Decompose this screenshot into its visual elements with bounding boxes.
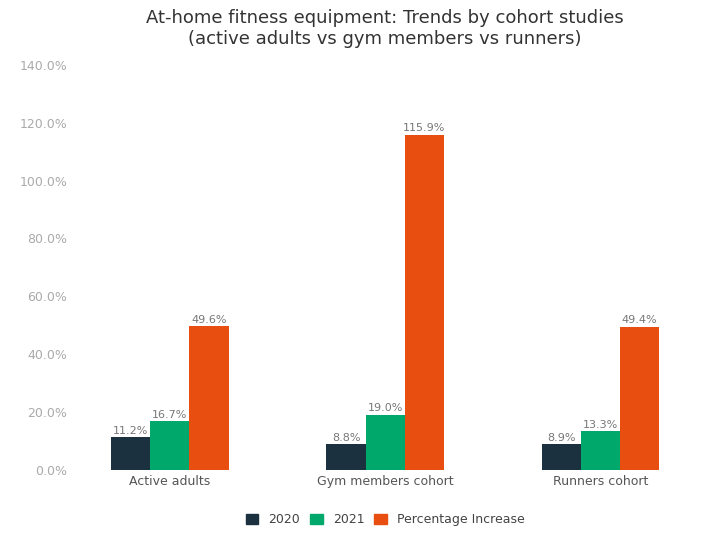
Text: 19.0%: 19.0% — [367, 403, 403, 414]
Bar — [189, 326, 229, 470]
Bar — [111, 437, 150, 470]
Text: 49.4%: 49.4% — [622, 315, 657, 326]
Bar — [620, 327, 660, 470]
Legend: 2020, 2021, Percentage Increase: 2020, 2021, Percentage Increase — [241, 509, 529, 531]
Text: 13.3%: 13.3% — [583, 420, 618, 430]
Bar — [581, 431, 620, 470]
Text: 11.2%: 11.2% — [113, 426, 148, 436]
Bar — [150, 422, 189, 470]
Text: 8.9%: 8.9% — [547, 433, 575, 443]
Bar — [541, 444, 581, 470]
Bar — [405, 134, 444, 470]
Text: 115.9%: 115.9% — [403, 123, 446, 133]
Text: 49.6%: 49.6% — [192, 315, 227, 325]
Text: 16.7%: 16.7% — [152, 410, 188, 420]
Title: At-home fitness equipment: Trends by cohort studies
(active adults vs gym member: At-home fitness equipment: Trends by coh… — [146, 9, 624, 48]
Bar — [366, 415, 405, 470]
Bar — [326, 444, 366, 470]
Text: 8.8%: 8.8% — [332, 433, 360, 443]
